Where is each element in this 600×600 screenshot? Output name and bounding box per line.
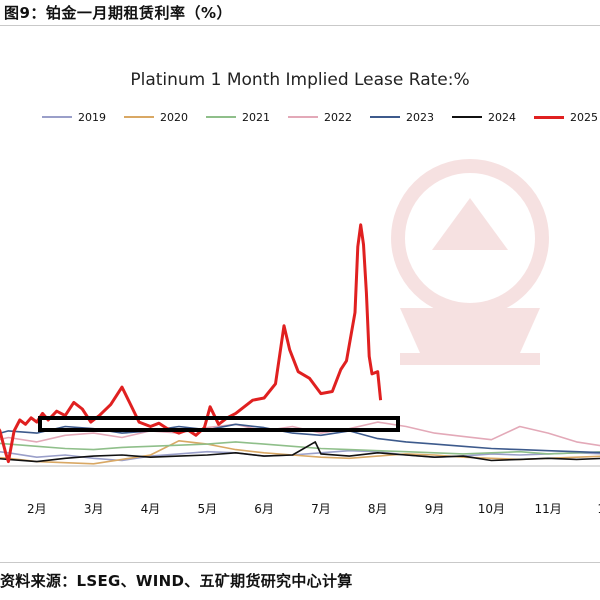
x-tick-label: 5月 [197,502,217,516]
x-tick-label: 4月 [141,502,161,516]
top-rule [0,25,600,26]
source-note: 资料来源：LSEG、WIND、五矿期货研究中心计算 [0,572,353,590]
legend-swatch [124,116,154,118]
x-tick-label: 12 [597,502,600,516]
bottom-rule [0,562,600,563]
x-tick-label: 8月 [368,502,388,516]
legend-swatch [370,116,400,118]
series-line-2025 [0,223,383,464]
x-tick-labels: 2月 3月 4月 5月 6月 7月 8月 9月 10月 11月 12 [27,502,600,516]
legend-swatch [206,116,236,118]
series-line-2021 [0,441,600,455]
legend-label: 2020 [160,110,188,124]
legend-item-2023: 2023 [370,108,434,126]
legend-label: 2019 [78,110,106,124]
legend-swatch [452,116,482,118]
x-tick-label: 11月 [535,502,562,516]
legend-label: 2025 [570,110,598,124]
legend-item-2025: 2025 [534,108,598,126]
legend-label: 2024 [488,110,516,124]
chart-legend: 2019 2020 2021 2022 2023 2024 2025 [42,108,598,126]
x-tick-label: 7月 [311,502,331,516]
series-line-2022 [0,421,600,447]
watermark-logo [391,159,549,365]
figure-title: 图9：铂金一月期租赁利率（%） [4,4,232,22]
legend-swatch [534,115,564,119]
legend-label: 2023 [406,110,434,124]
legend-swatch [288,116,318,118]
x-tick-label: 6月 [254,502,274,516]
legend-swatch [42,116,72,118]
series-line-2023 [0,423,600,454]
legend-item-2024: 2024 [452,108,516,126]
series-lines [0,223,600,465]
legend-item-2022: 2022 [288,108,352,126]
x-tick-label: 10月 [478,502,505,516]
series-line-2024 [0,441,600,463]
x-tick-label: 9月 [425,502,445,516]
legend-item-2020: 2020 [124,108,188,126]
legend-item-2019: 2019 [42,108,106,126]
legend-label: 2021 [242,110,270,124]
legend-label: 2022 [324,110,352,124]
x-tick-label: 3月 [84,502,104,516]
chart-title: Platinum 1 Month Implied Lease Rate:% [130,70,470,90]
highlight-box [38,416,400,432]
x-tick-label: 2月 [27,502,47,516]
legend-item-2021: 2021 [206,108,270,126]
